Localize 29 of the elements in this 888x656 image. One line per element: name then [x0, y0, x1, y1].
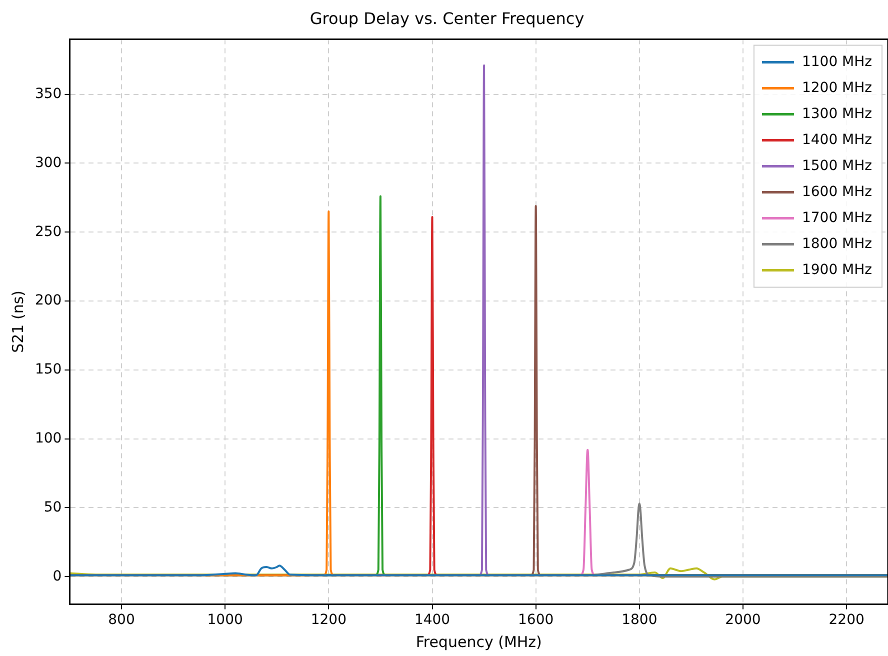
x-tick-label: 800: [108, 612, 135, 628]
legend-label: 1200 MHz: [802, 80, 872, 96]
x-tick-label: 1400: [414, 612, 450, 628]
y-tick-label: 150: [34, 362, 62, 378]
x-tick-label: 1800: [622, 612, 658, 628]
line-series: [70, 564, 888, 576]
x-tick-label: 2200: [828, 612, 864, 628]
y-tick-label: 0: [52, 568, 62, 584]
y-tick-label: 350: [34, 86, 62, 102]
y-tick-label: 200: [34, 292, 62, 309]
y-tick-label: 100: [34, 430, 62, 446]
legend-label: 1400 MHz: [802, 132, 872, 148]
x-tick-label: 2000: [725, 612, 761, 628]
x-tick-label: 1000: [207, 612, 243, 628]
legend-label: 1100 MHz: [802, 54, 872, 70]
legend-label: 1700 MHz: [802, 210, 872, 226]
chart-title: Group Delay vs. Center Frequency: [310, 8, 584, 28]
legend-label: 1900 MHz: [802, 262, 872, 278]
legend-label: 1800 MHz: [802, 236, 872, 252]
y-tick-label: 300: [34, 154, 62, 171]
y-axis-title: S21 (ns): [8, 290, 27, 353]
x-tick-label: 1200: [310, 612, 346, 628]
legend-label: 1600 MHz: [802, 184, 872, 200]
y-tick-label: 250: [34, 224, 62, 240]
legend-label: 1300 MHz: [802, 106, 872, 122]
x-axis-title: Frequency (MHz): [416, 632, 542, 651]
legend-label: 1500 MHz: [802, 158, 872, 174]
x-tick-label: 1600: [518, 612, 554, 628]
y-tick-label: 50: [44, 499, 62, 516]
